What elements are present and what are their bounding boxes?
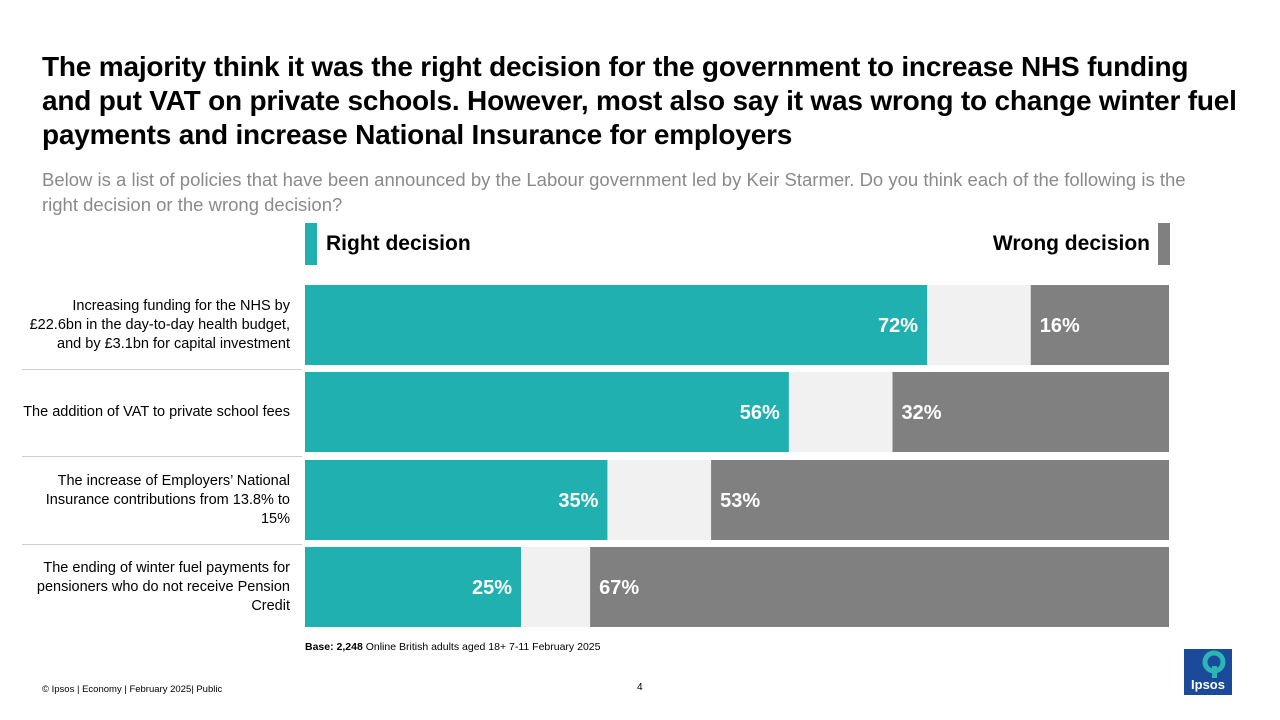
row-separator <box>22 456 302 457</box>
base-note-bold: Base: 2,248 <box>305 641 363 653</box>
page-title: The majority think it was the right deci… <box>42 51 1237 150</box>
legend-right-swatch <box>305 223 317 265</box>
bar-right-2 <box>305 372 789 452</box>
data-label-right-2: 56% <box>740 402 780 424</box>
base-note-text: Online British adults aged 18+ 7-11 Febr… <box>362 641 601 653</box>
legend-right-label: Right decision <box>326 232 471 255</box>
row-separator <box>22 544 302 545</box>
category-label-1: Increasing funding for the NHS by £22.6b… <box>29 297 290 352</box>
category-label-2: The addition of VAT to private school fe… <box>23 403 290 420</box>
legend-wrong-decision: Wrong decision <box>993 223 1170 265</box>
data-label-wrong-1: 16% <box>1040 315 1080 337</box>
bar-right-4 <box>305 547 521 627</box>
bar-right-1 <box>305 285 928 365</box>
bar-right-3 <box>305 460 608 540</box>
data-label-right-4: 25% <box>472 577 512 599</box>
data-label-wrong-3: 53% <box>720 490 760 512</box>
bar-wrong-3 <box>711 460 1169 540</box>
legend-right-decision: Right decision <box>305 223 471 265</box>
ipsos-logo: Ipsos <box>1184 649 1232 695</box>
bar-wrong-4 <box>590 547 1169 627</box>
footer-text: © Ipsos | Economy | February 2025| Publi… <box>42 684 223 695</box>
logo-mark-icon <box>1202 650 1226 678</box>
legend-wrong-label: Wrong decision <box>992 232 1150 255</box>
page-subtitle: Below is a list of policies that have be… <box>42 169 1186 215</box>
category-label-4: The ending of winter fuel payments for p… <box>36 559 290 614</box>
data-label-right-3: 35% <box>558 490 598 512</box>
category-label-3: The increase of Employers’ National Insu… <box>45 472 290 527</box>
data-label-right-1: 72% <box>878 315 918 337</box>
logo-text: Ipsos <box>1191 677 1225 692</box>
row-separator <box>22 369 302 370</box>
page-number: 4 <box>637 682 643 693</box>
base-note: Base: 2,248 Online British adults aged 1… <box>305 641 600 653</box>
legend-wrong-swatch <box>1158 223 1170 265</box>
data-label-wrong-2: 32% <box>902 402 942 424</box>
data-label-wrong-4: 67% <box>599 577 639 599</box>
bar-wrong-2 <box>892 372 1169 452</box>
bar-wrong-1 <box>1030 285 1169 365</box>
